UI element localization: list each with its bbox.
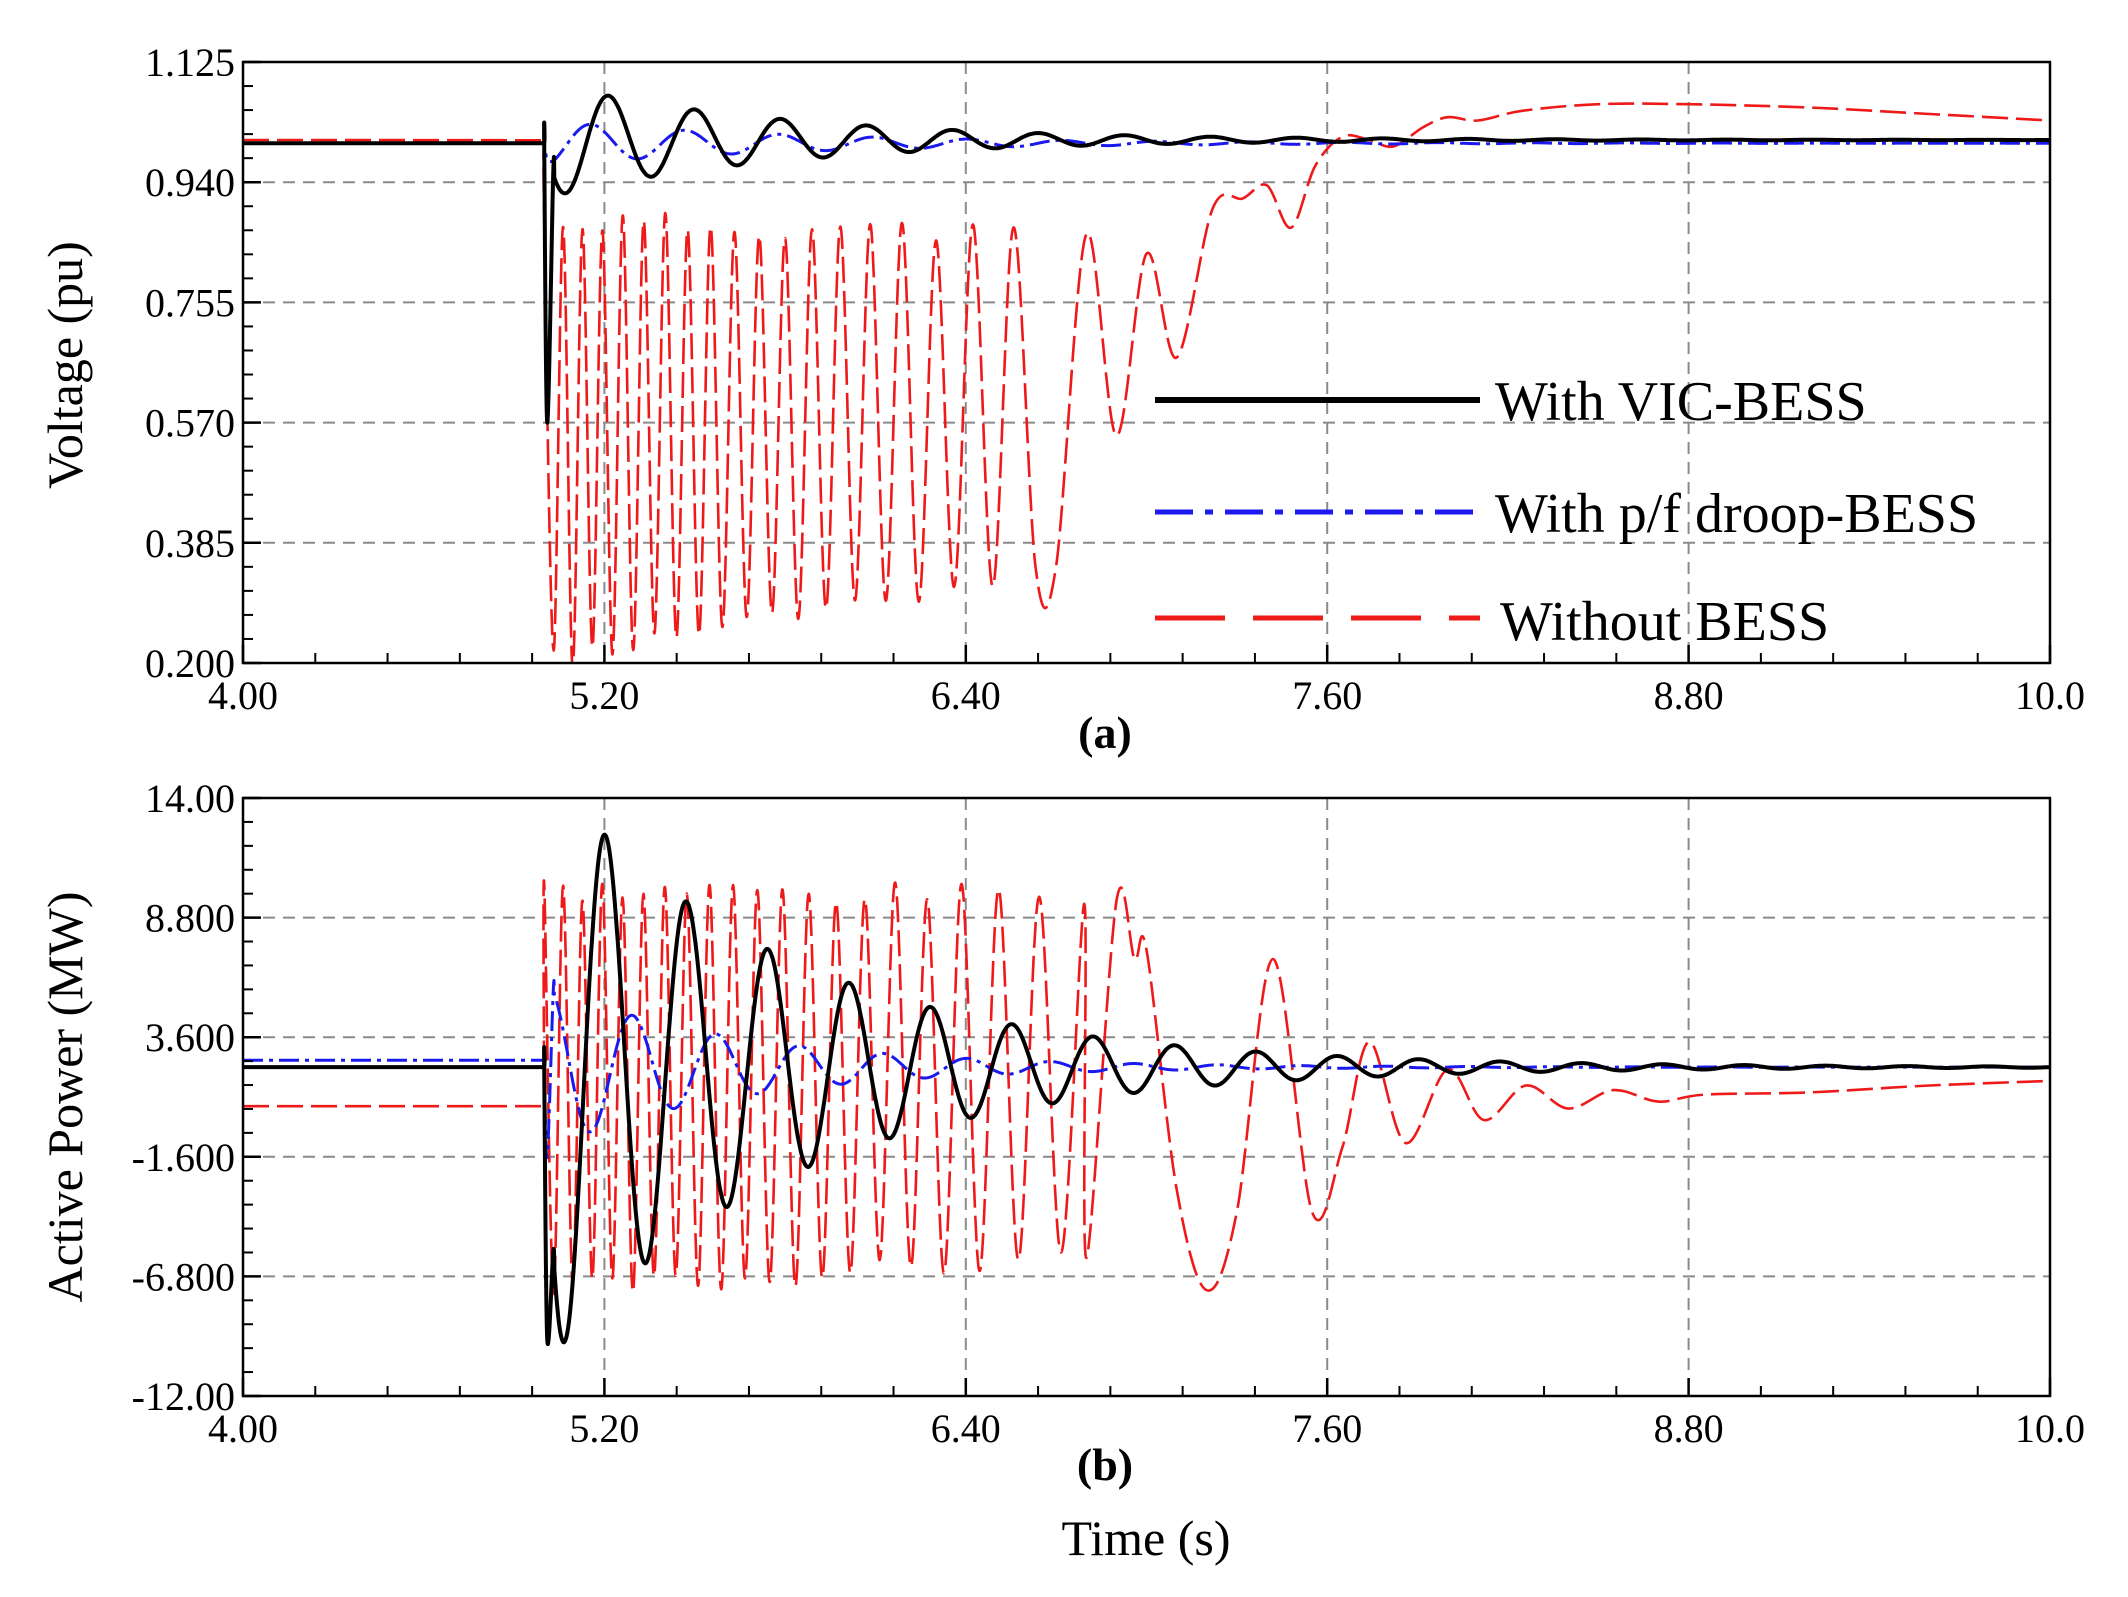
x-tick-label: 7.60 — [1292, 673, 1362, 718]
legend: With VIC-BESS With p/f droop-BESS Withou… — [1155, 371, 1978, 653]
legend-label-droop: With p/f droop-BESS — [1495, 483, 1978, 545]
y-tick-label: 1.125 — [145, 40, 235, 85]
panel-label-a: (a) — [1078, 707, 1132, 758]
plot-frame-b — [243, 798, 2050, 1396]
figure: 4.00 5.20 6.40 7.60 8.80 10.0 0.200 0.385 0.570… — [0, 0, 2128, 1597]
y-axis-title-a: Voltage (pu) — [37, 241, 93, 489]
grid-b — [243, 798, 2050, 1396]
y-tick-label: 0.940 — [145, 160, 235, 205]
y-tick-label: 0.570 — [145, 401, 235, 446]
x-tick-label: 10.0 — [2015, 673, 2085, 718]
x-tick-label: 5.20 — [569, 1406, 639, 1451]
grid-a — [243, 62, 2050, 663]
x-tick-label: 8.80 — [1654, 1406, 1724, 1451]
y-tick-label: 14.00 — [145, 776, 235, 821]
panel-label-b: (b) — [1077, 1439, 1133, 1490]
y-tick-label: -1.600 — [132, 1135, 235, 1180]
x-tick-label: 10.0 — [2015, 1406, 2085, 1451]
y-axis-title-b: Active Power (MW) — [37, 892, 93, 1303]
series-b — [243, 835, 2050, 1344]
x-tick-label: 8.80 — [1654, 673, 1724, 718]
y-tick-label: 0.385 — [145, 521, 235, 566]
y-ticks-b: -12.00 -6.800 -1.600 3.600 8.800 14.00 — [132, 776, 261, 1419]
y-tick-label: -6.800 — [132, 1254, 235, 1299]
x-tick-label: 6.40 — [931, 673, 1001, 718]
x-ticks-a: 4.00 5.20 6.40 7.60 8.80 10.0 — [208, 645, 2085, 718]
series-line-without-bess-b — [243, 880, 2050, 1294]
chart-svg: 4.00 5.20 6.40 7.60 8.80 10.0 0.2000.3850.570… — [0, 0, 2128, 1597]
y-tick-label: 8.800 — [145, 896, 235, 941]
panel-b: 4.00 5.20 6.40 7.60 8.80 10.0 -12.00-6.800-1.… — [37, 776, 2085, 1490]
x-axis-title: Time (s) — [1061, 1510, 1230, 1566]
x-tick-label: 5.20 — [569, 673, 639, 718]
series-line-with-vic-bess-b — [243, 835, 2049, 1344]
legend-label-without: Without BESS — [1500, 591, 1829, 653]
panel-a: 4.00 5.20 6.40 7.60 8.80 10.0 0.2000.3850.570… — [37, 40, 2085, 758]
y-tick-label: 0.755 — [145, 280, 235, 325]
y-tick-label: 3.600 — [145, 1015, 235, 1060]
x-tick-label: 6.40 — [931, 1406, 1001, 1451]
plot-frame-a — [243, 62, 2050, 663]
y-tick-label: 0.200 — [145, 641, 235, 686]
x-ticks-b: 4.00 5.20 6.40 7.60 8.80 10.0 — [208, 1378, 2085, 1451]
y-tick-label: -12.00 — [132, 1374, 235, 1419]
legend-label-vic: With VIC-BESS — [1495, 371, 1867, 433]
x-tick-label: 7.60 — [1292, 1406, 1362, 1451]
